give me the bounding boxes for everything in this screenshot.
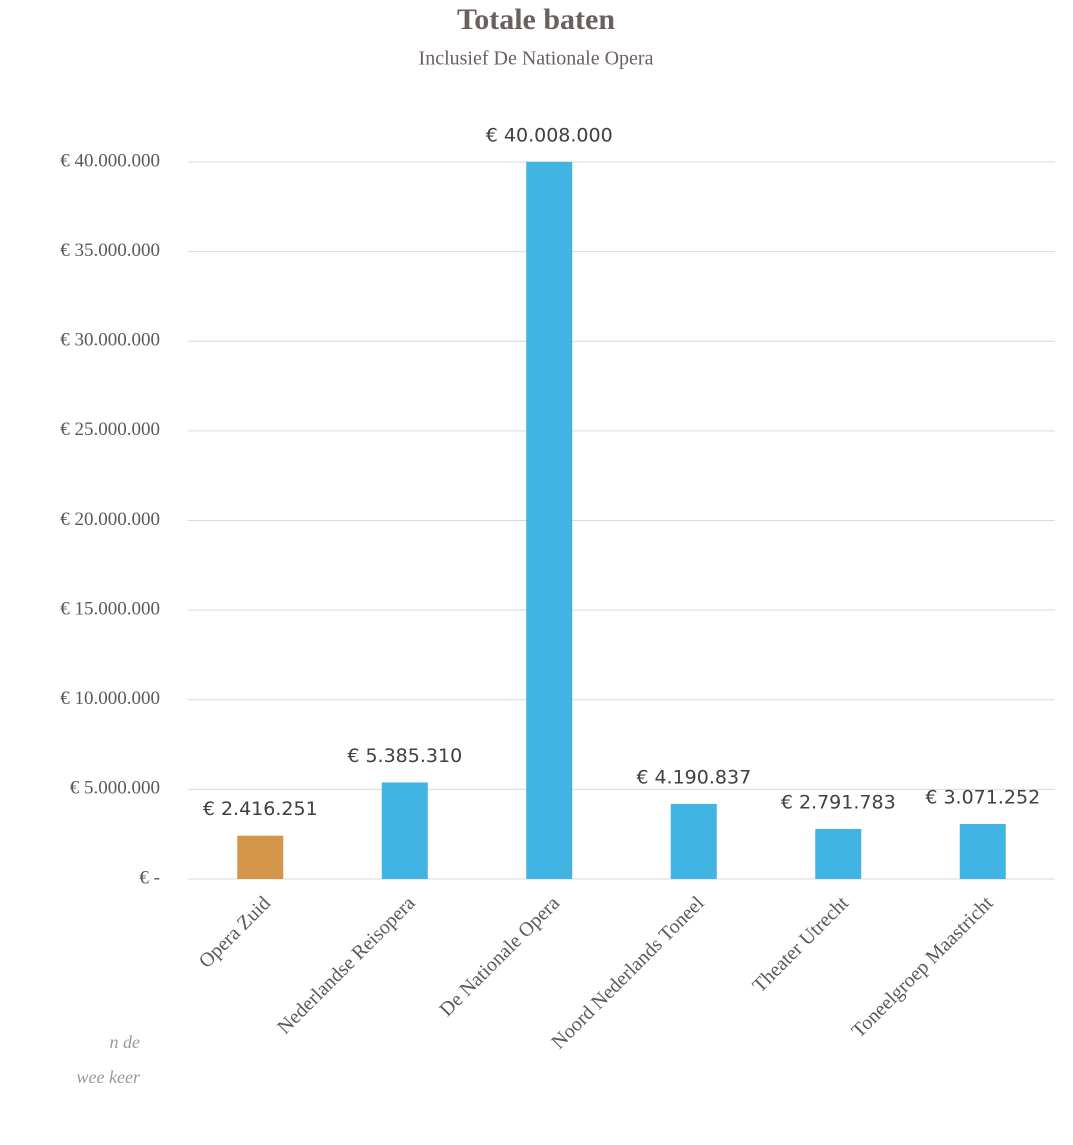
x-tick-label: Toneelgroep Maastricht bbox=[847, 892, 997, 1042]
y-tick-label: € 15.000.000 bbox=[60, 598, 160, 619]
y-tick-label: € 25.000.000 bbox=[60, 419, 160, 440]
y-tick-label: € 35.000.000 bbox=[60, 240, 160, 261]
bar bbox=[815, 828, 862, 879]
bar bbox=[526, 161, 573, 880]
data-label: € 5.385.310 bbox=[347, 745, 462, 767]
data-label: € 4.190.837 bbox=[636, 766, 751, 788]
y-tick-label: € - bbox=[139, 867, 160, 888]
y-tick-label: € 10.000.000 bbox=[60, 688, 160, 709]
data-label: € 2.416.251 bbox=[203, 798, 318, 820]
x-tick-label: Nederlandse Reisopera bbox=[273, 892, 419, 1038]
data-label: € 40.008.000 bbox=[486, 124, 613, 146]
bar bbox=[959, 823, 1006, 879]
x-tick-label: Theater Utrecht bbox=[748, 892, 853, 997]
x-tick-label: De Nationale Opera bbox=[435, 892, 564, 1021]
y-tick-label: € 20.000.000 bbox=[60, 509, 160, 530]
chart-title: Totale baten bbox=[457, 3, 615, 36]
annotation: wee keer bbox=[77, 1067, 141, 1087]
bar bbox=[237, 835, 284, 879]
chart-subtitle: Inclusief De Nationale Opera bbox=[419, 48, 654, 70]
y-tick-label: € 5.000.000 bbox=[70, 778, 160, 799]
y-tick-label: € 30.000.000 bbox=[60, 330, 160, 351]
bar bbox=[381, 782, 428, 879]
x-tick-label: Opera Zuid bbox=[195, 892, 275, 972]
y-tick-label: € 40.000.000 bbox=[60, 150, 160, 171]
bar bbox=[670, 803, 717, 879]
data-label: € 3.071.252 bbox=[925, 786, 1040, 808]
x-tick-label: Noord Nederlands Toneel bbox=[547, 892, 708, 1053]
annotation: n de bbox=[110, 1032, 141, 1052]
data-label: € 2.791.783 bbox=[781, 791, 896, 813]
